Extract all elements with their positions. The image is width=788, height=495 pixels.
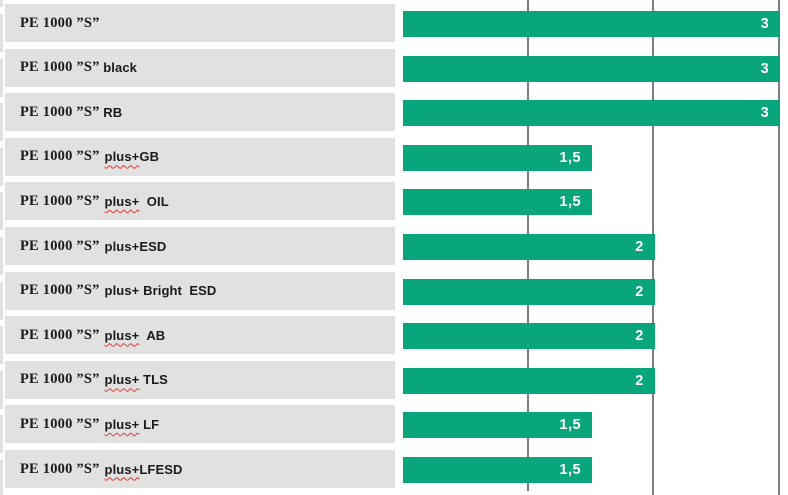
- category-label-plus: plus+: [104, 283, 140, 299]
- category-label: PE 1000 ”S” black: [5, 48, 395, 87]
- category-label-rest: TLS: [139, 372, 168, 388]
- bar: 2: [403, 323, 655, 350]
- chart-row: PE 1000 ”S” plus+ AB 2: [0, 316, 788, 361]
- category-label-plus: plus+: [104, 327, 140, 343]
- category-label: PE 1000 ”S” plus+ GB: [5, 137, 395, 176]
- chart-row: PE 1000 ”S” plus+ LF 1,5: [0, 405, 788, 450]
- category-label-rest: GB: [139, 149, 160, 165]
- bar-value-label: 3: [760, 105, 770, 122]
- bar: 3: [403, 55, 781, 82]
- bar: 2: [403, 234, 655, 260]
- category-label-prefix: PE 1000 ”S”: [20, 326, 100, 343]
- chart-row: PE 1000 ”S” 3: [0, 4, 788, 49]
- category-label-rest: AB: [139, 327, 166, 343]
- category-label-plus: plus+: [104, 238, 140, 254]
- bar: 3: [403, 11, 781, 37]
- cropped-box-sliver: [0, 147, 3, 186]
- bar: 3: [403, 100, 781, 127]
- bar: 1,5: [403, 144, 593, 171]
- category-label-prefix: PE 1000 ”S”: [20, 14, 100, 31]
- category-label-prefix: PE 1000 ”S”: [20, 460, 100, 477]
- cropped-box-sliver: [0, 14, 3, 52]
- bar: 1,5: [403, 412, 593, 439]
- cropped-box-sliver: [0, 281, 3, 320]
- chart-row: PE 1000 ”S” plus+ TLS 2: [0, 360, 788, 406]
- category-label-prefix: PE 1000 ”S”: [20, 415, 100, 432]
- category-label: PE 1000 ”S” plus+ OIL: [5, 182, 395, 221]
- bar-value-label: 1,5: [559, 149, 582, 166]
- cropped-box-sliver: [0, 0, 3, 8]
- cropped-box-sliver: [0, 370, 3, 409]
- category-label-rest: RB: [99, 104, 123, 120]
- chart-row: PE 1000 ”S” plus+ ESD 2: [0, 227, 788, 272]
- category-label: PE 1000 ”S” plus+ Bright ESD: [5, 271, 395, 310]
- category-label-rest: OIL: [139, 193, 169, 209]
- chart-row: PE 1000 ”S” plus+ GB 1,5: [0, 137, 788, 183]
- category-label: PE 1000 ”S” plus+ LF: [5, 405, 395, 444]
- cropped-box-sliver: [0, 415, 3, 454]
- gridline-3: [777, 0, 780, 495]
- category-label-prefix: PE 1000 ”S”: [20, 371, 100, 388]
- bar-value-label: 1,5: [559, 462, 582, 478]
- category-label: PE 1000 ”S” plus+ ESD: [5, 227, 395, 265]
- chart-row: PE 1000 ”S” plus+ Bright ESD 2: [0, 271, 788, 317]
- chart-row: PE 1000 ”S” RB 3: [0, 93, 788, 138]
- chart-row: PE 1000 ”S” plus+ OIL 1,5: [0, 182, 788, 227]
- category-label-plus: plus+: [104, 461, 140, 477]
- bar-value-label: 2: [635, 372, 644, 389]
- cropped-box-sliver: [0, 192, 3, 231]
- category-label-rest: ESD: [139, 238, 167, 254]
- category-label-prefix: PE 1000 ”S”: [20, 192, 100, 209]
- category-label-prefix: PE 1000 ”S”: [20, 282, 100, 299]
- bar: 1,5: [403, 457, 593, 483]
- cropped-box-sliver: [0, 103, 3, 142]
- bar-value-label: 2: [635, 283, 644, 300]
- category-label: PE 1000 ”S” plus+ TLS: [5, 360, 395, 399]
- bar-value-label: 1,5: [559, 417, 582, 434]
- bar-value-label: 1,5: [559, 194, 582, 211]
- category-label: PE 1000 ”S”: [5, 4, 395, 42]
- bar-value-label: 2: [635, 239, 644, 255]
- bar-value-label: 3: [760, 60, 770, 77]
- category-label-prefix: PE 1000 ”S”: [20, 148, 100, 165]
- bar: 2: [403, 367, 655, 394]
- category-label-prefix: PE 1000 ”S”: [20, 103, 100, 120]
- category-label-plus: plus+: [104, 372, 140, 388]
- category-label-rest: Bright ESD: [139, 283, 217, 299]
- cropped-box-sliver: [0, 58, 3, 97]
- category-label: PE 1000 ”S” RB: [5, 93, 395, 132]
- cropped-box-sliver: [0, 237, 3, 275]
- category-label-rest: LFESD: [139, 461, 183, 477]
- cropped-box-sliver: [0, 460, 3, 495]
- chart-row: PE 1000 ”S” black 3: [0, 48, 788, 94]
- category-label-prefix: PE 1000 ”S”: [20, 237, 100, 254]
- chart-row: PE 1000 ”S” plus+ LFESD 1,5: [0, 450, 788, 495]
- cropped-box-sliver: [0, 326, 3, 365]
- category-label: PE 1000 ”S” plus+ AB: [5, 316, 395, 355]
- category-label-plus: plus+: [104, 193, 140, 209]
- category-label-rest: LF: [139, 416, 160, 432]
- category-label-plus: plus+: [104, 149, 140, 165]
- category-label-prefix: PE 1000 ”S”: [20, 59, 100, 76]
- category-label-rest: black: [99, 60, 138, 76]
- bar-value-label: 3: [760, 16, 770, 32]
- bar-value-label: 2: [635, 328, 644, 345]
- category-label-plus: plus+: [104, 416, 140, 432]
- category-label: PE 1000 ”S” plus+ LFESD: [5, 450, 395, 488]
- bar: 1,5: [403, 189, 593, 216]
- bar: 2: [403, 278, 655, 305]
